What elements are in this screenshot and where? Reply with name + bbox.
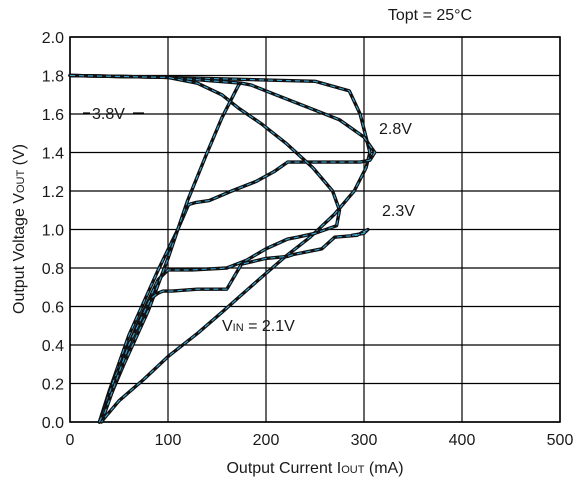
series-highlight-2 [69, 74, 376, 423]
label-2-3v: 2.3V [382, 203, 415, 220]
y-tick-label: 1.8 [42, 69, 64, 86]
y-tick-label: 0.4 [42, 338, 64, 355]
label-3-8v: 3.8V [92, 106, 125, 123]
series-curve-2 [68, 73, 377, 424]
y-tick-label: 1.2 [42, 184, 64, 201]
y-tick-label: 0.0 [42, 415, 64, 432]
x-tick-label: 100 [155, 432, 182, 449]
y-tick-label: 1.6 [42, 107, 64, 124]
y-tick-label: 2.0 [42, 30, 64, 47]
x-tick-label: 500 [547, 432, 574, 449]
series-highlight-5 [103, 228, 369, 415]
y-tick-label: 0.6 [42, 300, 64, 317]
grid [69, 36, 561, 423]
y-axis-title: Output Voltage VOUT (V) [11, 144, 28, 314]
condition-label: Topt = 25°C [388, 7, 472, 24]
x-tick-label: 200 [253, 432, 280, 449]
x-tick-label: 0 [66, 432, 75, 449]
x-tick-label: 400 [449, 432, 476, 449]
series-highlight-4 [98, 82, 241, 423]
label-2-8v: 2.8V [379, 121, 412, 138]
plot-frame [69, 36, 561, 423]
y-tick-label: 0.8 [42, 261, 64, 278]
y-tick-label: 1.0 [42, 223, 64, 240]
y-tick-label: 1.4 [42, 146, 64, 163]
curves [68, 73, 377, 424]
x-tick-labels: 0 100 200 300 400 500 [66, 432, 574, 449]
series-highlight-3 [69, 74, 341, 423]
x-axis-title: Output Current IOUT (mA) [226, 460, 403, 477]
series-curve-3 [68, 73, 342, 424]
series-highlight-1 [69, 74, 371, 423]
y-tick-labels: 0.0 0.2 0.4 0.6 0.8 1.0 1.2 1.4 1.6 1.8 2.0 [42, 30, 64, 432]
x-tick-label: 300 [351, 432, 378, 449]
label-vin-2-1v: VIN = 2.1V [222, 318, 295, 335]
y-tick-label: 0.2 [42, 377, 64, 394]
